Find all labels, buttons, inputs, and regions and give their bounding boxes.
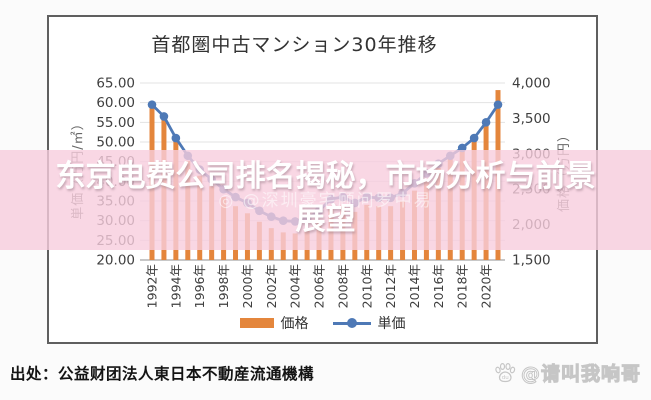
- footer-bar: 出处：公益财团法人東日本不動産流通機構 du @请叫我响哥: [0, 345, 651, 400]
- svg-text:1998年: 1998年: [216, 264, 231, 308]
- svg-text:2002年: 2002年: [264, 264, 279, 308]
- headline-text: 东京电费公司排名揭秘，市场分析与前景 展望: [0, 150, 651, 241]
- svg-text:60.00: 60.00: [96, 95, 135, 111]
- svg-text:1,500: 1,500: [512, 253, 551, 269]
- svg-text:2012年: 2012年: [383, 264, 398, 308]
- svg-text:1992年: 1992年: [145, 264, 160, 308]
- svg-text:4,000: 4,000: [512, 76, 551, 92]
- chart-title: 首都圏中古マンション30年推移: [151, 34, 438, 56]
- legend-label-unit-price: 単価: [377, 316, 406, 332]
- svg-text:2004年: 2004年: [288, 264, 303, 308]
- headline-overlay-band: ◎ @深圳豪宅顾问罗中易 东京电费公司排名揭秘，市场分析与前景 展望: [0, 150, 651, 250]
- svg-text:2000年: 2000年: [240, 264, 255, 308]
- svg-text:2010年: 2010年: [359, 264, 374, 308]
- svg-text:du: du: [502, 375, 509, 381]
- svg-text:55.00: 55.00: [96, 115, 135, 131]
- legend-label-price: 価格: [280, 316, 309, 332]
- svg-text:65.00: 65.00: [96, 76, 135, 92]
- line-series-swatch: [332, 318, 371, 328]
- svg-text:50.00: 50.00: [96, 135, 135, 151]
- svg-text:20.00: 20.00: [96, 253, 135, 269]
- footer-watermark: du @请叫我响哥: [493, 359, 641, 386]
- headline-line-1: 东京电费公司排名揭秘，市场分析与前景: [55, 159, 596, 194]
- svg-text:3,500: 3,500: [512, 111, 551, 127]
- line-marker-icon: [346, 318, 357, 328]
- legend-item-price: 価格: [239, 313, 309, 333]
- svg-text:2020年: 2020年: [479, 264, 494, 308]
- svg-text:1994年: 1994年: [168, 264, 183, 308]
- svg-text:2006年: 2006年: [312, 264, 327, 308]
- headline-line-2: 展望: [295, 202, 356, 237]
- source-attribution: 出处：公益财团法人東日本不動産流通機構: [10, 365, 315, 383]
- footer-watermark-text: @请叫我响哥: [520, 363, 641, 386]
- chart-legend: 価格 単価: [49, 313, 596, 333]
- svg-text:2014年: 2014年: [407, 264, 422, 308]
- svg-text:2016年: 2016年: [431, 264, 446, 308]
- svg-text:2018年: 2018年: [455, 264, 470, 308]
- center-watermark: ◎ @深圳豪宅顾问罗中易: [218, 191, 433, 211]
- svg-text:2008年: 2008年: [335, 264, 350, 308]
- bar-series-swatch: [239, 318, 274, 328]
- svg-text:1996年: 1996年: [192, 264, 207, 308]
- legend-item-unit-price: 単価: [332, 313, 406, 333]
- baidu-paw-icon: du: [495, 362, 516, 382]
